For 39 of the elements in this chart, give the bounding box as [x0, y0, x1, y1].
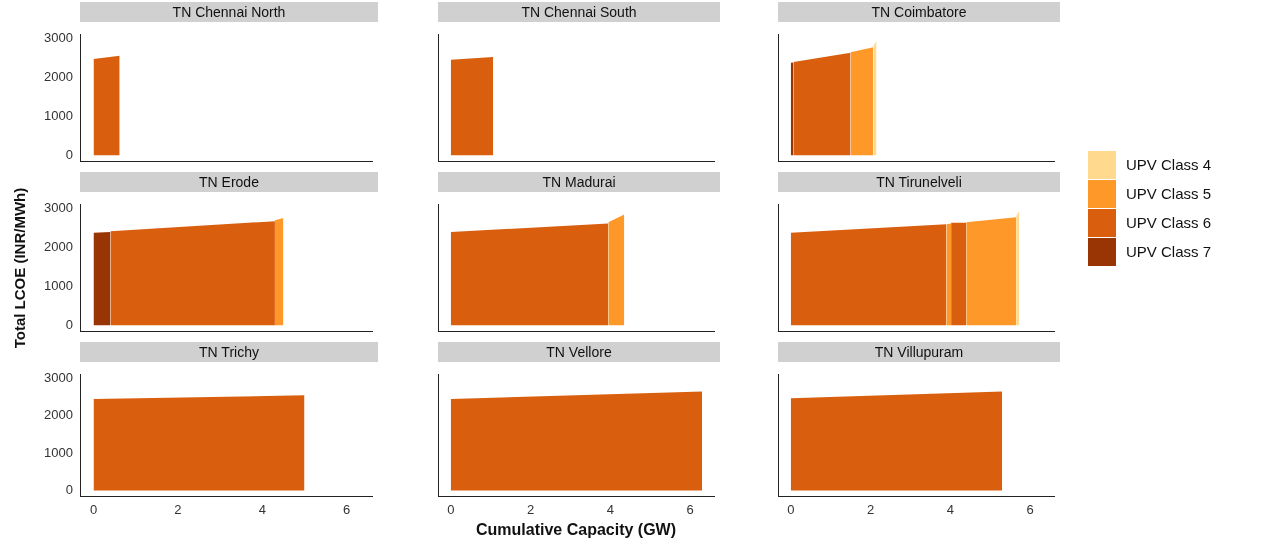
legend-label: UPV Class 7	[1126, 243, 1212, 260]
x-tick-label: 2	[174, 502, 182, 518]
x-tick-label: 0	[89, 502, 98, 518]
y-tick-label: 2000	[44, 69, 73, 85]
y-tick-label: 2000	[44, 407, 73, 423]
chart-title: TN Chennai North	[80, 2, 378, 22]
chart-title: TN Villupuram	[778, 342, 1060, 362]
x-tick-label: 6	[686, 502, 694, 518]
x-tick-label: 6	[1026, 502, 1034, 518]
x-tick-label: 6	[343, 502, 351, 518]
legend-label: UPV Class 4	[1126, 156, 1212, 173]
y-tick-label: 3000	[44, 200, 73, 216]
x-tick-label: 2	[866, 502, 875, 518]
y-tick-label: 2000	[44, 239, 73, 255]
chart-title: TN Erode	[80, 172, 378, 192]
y-tick-label: 1000	[44, 444, 73, 460]
y-axis-title: Total LCOE (INR/MWh)	[11, 186, 29, 351]
chart-title: TN Madurai	[438, 172, 720, 192]
y-tick-label: 0	[65, 316, 73, 332]
legend-label: UPV Class 6	[1126, 214, 1212, 231]
y-tick-label: 1000	[44, 108, 73, 124]
x-tick-label: 0	[447, 502, 455, 518]
x-tick-label: 2	[526, 502, 535, 518]
x-axis-title: Cumulative Capacity (GW)	[475, 520, 677, 538]
x-tick-label: 0	[787, 502, 795, 518]
y-tick-label: 3000	[44, 370, 73, 386]
x-tick-label: 4	[946, 502, 954, 518]
x-tick-label: 4	[258, 502, 266, 518]
chart-title: TN Chennai South	[438, 2, 720, 22]
chart-title: TN Vellore	[438, 342, 720, 362]
x-tick-label: 4	[606, 502, 614, 518]
chart-title: TN Trichy	[80, 342, 378, 362]
y-tick-label: 1000	[44, 278, 73, 294]
chart-title: TN Tirunelveli	[778, 172, 1060, 192]
chart-title: TN Coimbatore	[778, 2, 1060, 22]
y-tick-label: 3000	[44, 30, 73, 46]
y-tick-label: 0	[65, 481, 73, 497]
legend-label: UPV Class 5	[1126, 185, 1212, 202]
y-tick-label: 0	[65, 146, 73, 162]
